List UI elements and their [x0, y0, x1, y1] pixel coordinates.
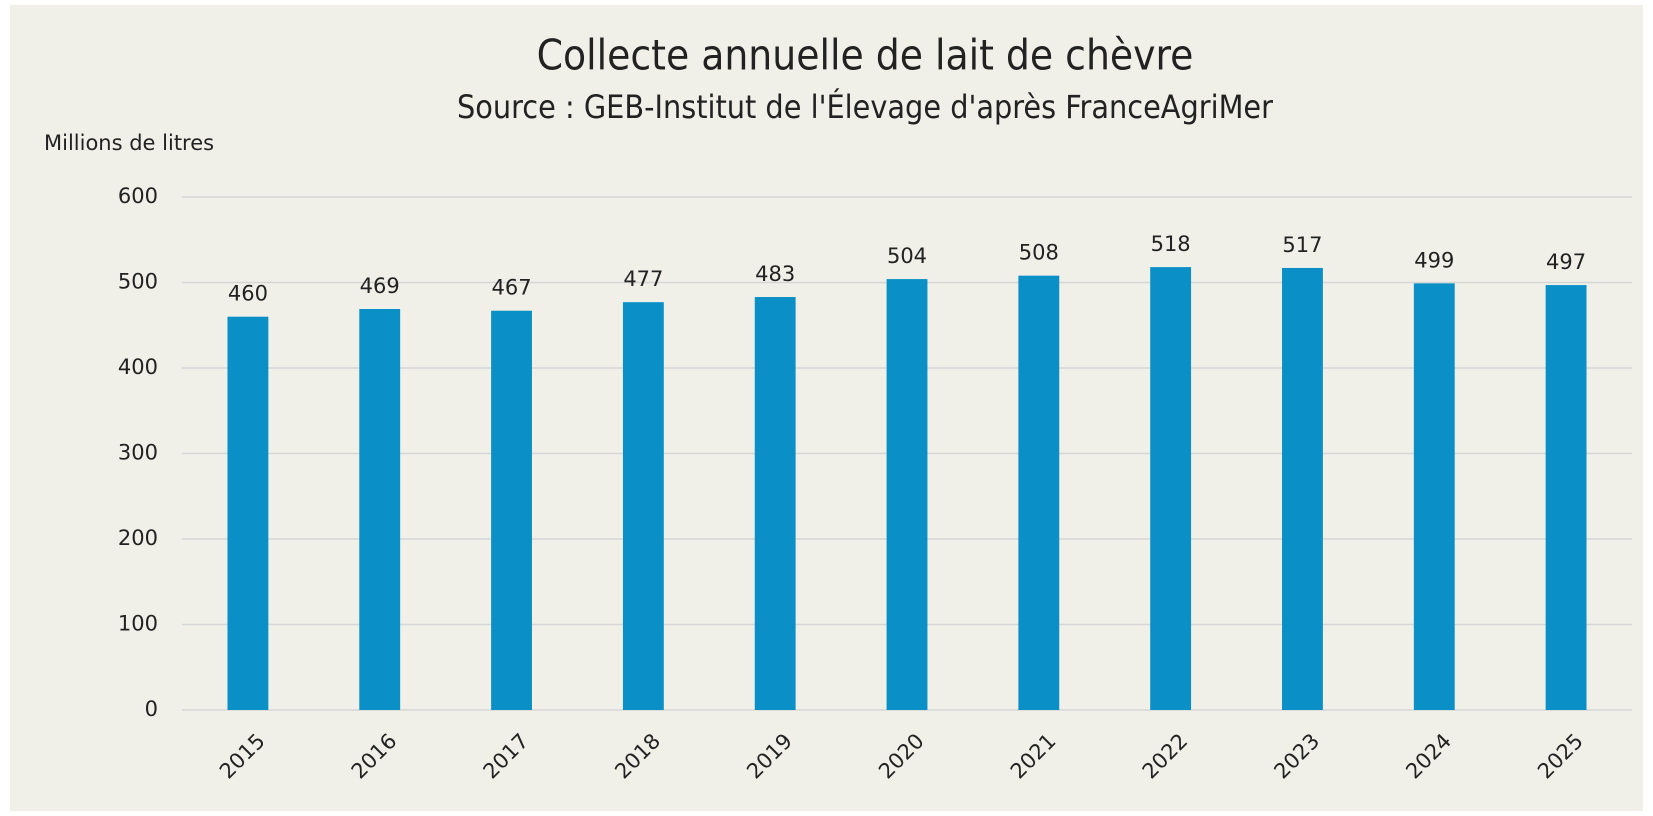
data-label: 497: [1546, 250, 1586, 274]
y-tick-label: 0: [145, 697, 158, 721]
bar: [491, 310, 532, 710]
data-label: 504: [887, 244, 927, 268]
bar: [1413, 283, 1455, 710]
y-tick-label: 100: [118, 612, 158, 636]
bar: [886, 279, 928, 710]
data-label: 499: [1414, 248, 1454, 272]
data-label: 508: [1019, 241, 1059, 265]
y-tick-label: 400: [118, 355, 158, 379]
data-label: 517: [1282, 233, 1322, 257]
y-tick-label: 600: [118, 184, 158, 208]
data-label: 477: [623, 267, 663, 291]
bar: [754, 297, 796, 710]
y-axis-label: Millions de litres: [44, 131, 214, 155]
bar: [622, 302, 664, 710]
bar: [1545, 285, 1587, 710]
bar: [1282, 267, 1323, 710]
bar: [227, 316, 269, 710]
data-label: 460: [228, 282, 268, 306]
chart-subtitle: Source : GEB-Institut de l'Élevage d'apr…: [457, 88, 1273, 126]
y-tick-label: 500: [118, 270, 158, 294]
y-tick-label: 200: [118, 526, 158, 550]
data-label: 518: [1151, 232, 1191, 256]
data-label: 467: [491, 276, 531, 300]
y-tick-label: 300: [118, 441, 158, 465]
chart-background: [10, 5, 1643, 811]
data-label: 483: [755, 262, 795, 286]
bar: [1150, 267, 1192, 710]
bar: [1018, 275, 1060, 710]
chart-title: Collecte annuelle de lait de chèvre: [537, 31, 1194, 80]
bar: [359, 309, 401, 710]
data-label: 469: [360, 274, 400, 298]
